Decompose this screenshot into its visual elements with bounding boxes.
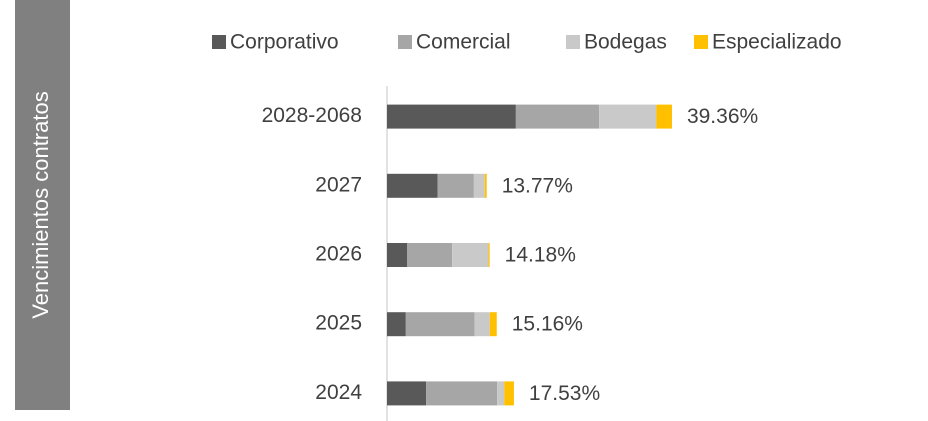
y-tick-label: 2026 bbox=[315, 243, 362, 266]
bar-segment bbox=[452, 243, 489, 267]
bar-segment bbox=[387, 173, 438, 198]
y-label: Vencimientos contratos bbox=[28, 91, 53, 318]
bar-segment bbox=[474, 312, 490, 337]
bar-segment bbox=[407, 243, 453, 267]
bar-segment bbox=[387, 104, 516, 129]
bar-segment bbox=[504, 381, 514, 406]
legend-label: Especializado bbox=[712, 31, 842, 54]
bar-segment bbox=[473, 173, 485, 198]
bar-segment bbox=[484, 173, 487, 198]
total-label: 17.53% bbox=[529, 382, 600, 405]
total-label: 39.36% bbox=[687, 105, 758, 128]
legend-label: Bodegas bbox=[584, 31, 667, 54]
bar-segment bbox=[599, 104, 657, 129]
bar-segment bbox=[426, 381, 498, 406]
y-tick-label: 2024 bbox=[315, 381, 362, 404]
legend-swatch bbox=[212, 35, 226, 49]
total-label: 15.16% bbox=[512, 313, 583, 336]
bar-segment bbox=[656, 104, 672, 129]
y-tick-label: 2027 bbox=[315, 173, 362, 196]
bar-segment bbox=[437, 173, 474, 198]
total-label: 14.18% bbox=[505, 244, 576, 267]
y-label-box bbox=[15, 0, 70, 410]
bar-segment bbox=[387, 312, 406, 337]
legend-swatch bbox=[694, 35, 708, 49]
legend-swatch bbox=[566, 35, 580, 49]
total-label: 13.77% bbox=[502, 174, 573, 197]
y-tick-label: 2028-2068 bbox=[262, 104, 362, 127]
bar-segment bbox=[387, 243, 408, 267]
y-tick-label: 2025 bbox=[315, 312, 362, 335]
bar-segment bbox=[515, 104, 600, 129]
legend-swatch bbox=[398, 35, 412, 49]
legend-label: Corporativo bbox=[230, 31, 339, 54]
bar-segment bbox=[405, 312, 475, 337]
bar-segment bbox=[387, 381, 427, 406]
legend-label: Comercial bbox=[416, 31, 511, 54]
bar-segment bbox=[489, 312, 497, 337]
bar-segment bbox=[488, 243, 490, 267]
bar-segment bbox=[497, 381, 505, 406]
